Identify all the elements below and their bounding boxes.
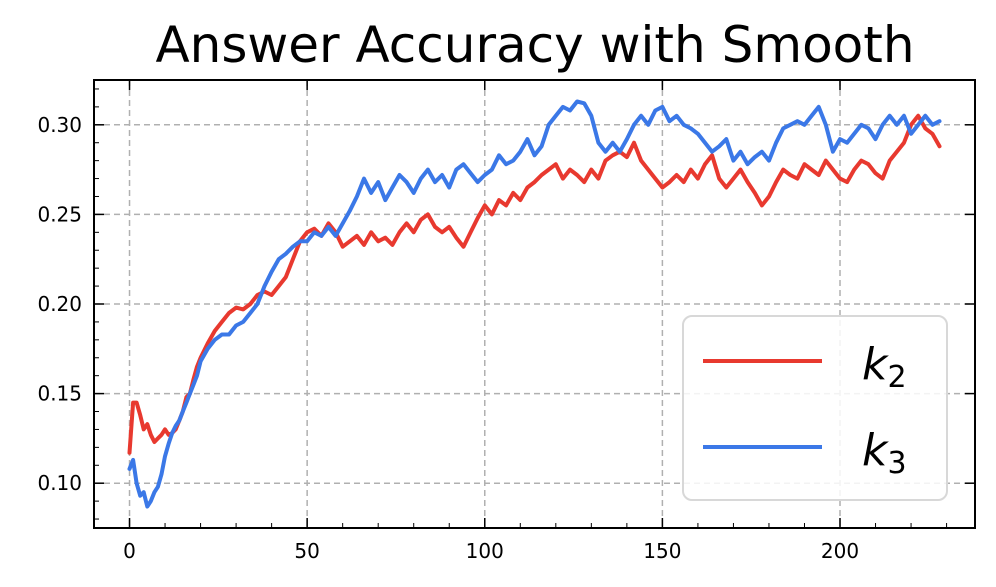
legend-label-k2: k2 — [862, 339, 907, 395]
legend-box — [682, 315, 948, 501]
y-tick-label: 0.10 — [37, 471, 82, 495]
legend-label-k3: k3 — [862, 425, 907, 481]
y-tick-label: 0.30 — [37, 113, 82, 137]
chart-title: Answer Accuracy with Smooth — [155, 16, 914, 74]
x-tick-label: 0 — [123, 539, 136, 563]
series-line-k2 — [127, 113, 942, 455]
axes: 0 50 100 150 200 0.10 0.15 0.20 0.25 0.30 — [37, 80, 975, 563]
y-tick-label: 0.15 — [37, 382, 82, 406]
x-tick-label: 150 — [643, 539, 681, 563]
x-tick-label: 50 — [294, 539, 319, 563]
y-tick-label: 0.20 — [37, 292, 82, 316]
legend: k2 k3 — [682, 315, 948, 501]
x-tick-label: 100 — [466, 539, 504, 563]
y-tick-label: 0.25 — [37, 202, 82, 226]
x-tick-label: 200 — [821, 539, 859, 563]
series-lines — [127, 99, 942, 509]
series-line-k3 — [127, 99, 942, 509]
